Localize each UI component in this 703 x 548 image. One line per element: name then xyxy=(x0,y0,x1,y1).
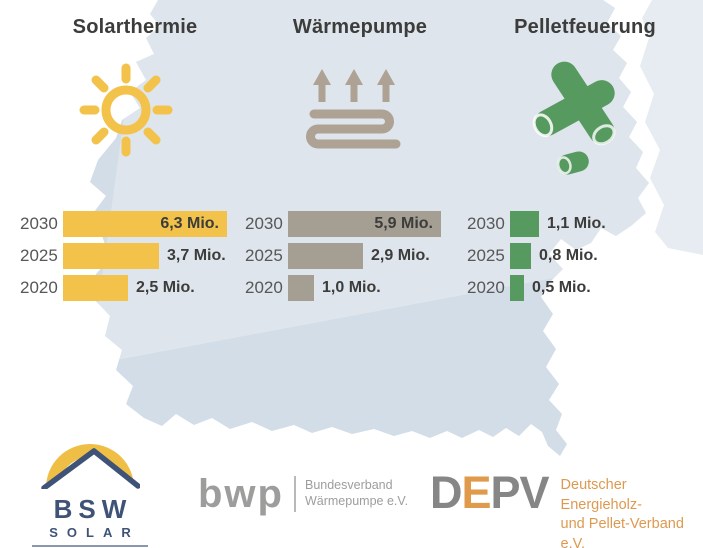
column-header-waermepumpe: Wärmepumpe xyxy=(292,16,428,38)
depv-name-line1: Deutscher Energieholz- xyxy=(560,477,642,513)
depv-logo: DEPV Deutscher Energieholz- und Pellet-V… xyxy=(430,470,703,548)
bsw-wordmark: BSW xyxy=(53,494,133,524)
bar-wp-2030: 5,9 Mio. xyxy=(288,211,441,237)
depv-letter-d: D xyxy=(430,467,462,518)
column-header-pelletfeuerung: Pelletfeuerung xyxy=(514,16,656,38)
chart-waermepumpe: 2030 5,9 Mio. 2025 2,9 Mio. 2020 1,0 Mio… xyxy=(245,211,441,307)
bar-solar-2030: 6,3 Mio. xyxy=(63,211,227,237)
chart-solarthermie: 2030 6,3 Mio. 2025 3,7 Mio. 2020 2,5 Mio… xyxy=(20,211,227,307)
value-label: 1,1 Mio. xyxy=(547,215,606,232)
chart-pelletfeuerung: 2030 1,1 Mio. 2025 0,8 Mio. 2020 0,5 Mio… xyxy=(467,211,606,307)
bar-row-pellet-2030: 2030 1,1 Mio. xyxy=(467,211,606,237)
bsw-solar-logo: BSW SOLAR xyxy=(30,443,150,547)
value-label: 3,7 Mio. xyxy=(167,247,226,264)
year-label: 2025 xyxy=(245,246,283,265)
bar-row-pellet-2020: 2020 0,5 Mio. xyxy=(467,275,606,301)
bwp-name-line2: Wärmepumpe e.V. xyxy=(304,494,409,508)
year-label: 2020 xyxy=(467,278,505,297)
year-label: 2020 xyxy=(245,278,283,297)
bwp-logo: bwp Bundesverband Wärmepumpe e.V. xyxy=(198,472,408,516)
value-label: 5,9 Mio. xyxy=(374,215,433,232)
bar-solar-2025 xyxy=(63,243,159,269)
value-label: 2,9 Mio. xyxy=(371,247,430,264)
bar-pellet-2020 xyxy=(510,275,524,301)
bsw-underline xyxy=(32,545,148,547)
value-label: 6,3 Mio. xyxy=(160,215,219,232)
bwp-wordmark: bwp xyxy=(198,472,284,516)
bwp-name-line1: Bundesverband xyxy=(304,478,393,493)
bar-wp-2025 xyxy=(288,243,363,269)
depv-association-name: Deutscher Energieholz- und Pellet-Verban… xyxy=(561,476,703,548)
bar-row-wp-2020: 2020 1,0 Mio. xyxy=(245,275,441,301)
map-east-light-shape xyxy=(640,0,703,255)
year-label: 2025 xyxy=(467,246,505,265)
pellets-icon xyxy=(532,61,616,175)
year-label: 2030 xyxy=(245,214,283,233)
column-header-solarthermie: Solarthermie xyxy=(72,16,198,38)
map-sheen xyxy=(90,0,649,365)
bar-row-solar-2030: 2030 6,3 Mio. xyxy=(20,211,227,237)
bar-row-solar-2020: 2020 2,5 Mio. xyxy=(20,275,227,301)
bar-solar-2020 xyxy=(63,275,128,301)
year-label: 2030 xyxy=(467,214,505,233)
heatpump-icon xyxy=(306,69,401,149)
bar-wp-2020 xyxy=(288,275,314,301)
bsw-solar-label: SOLAR xyxy=(49,525,140,540)
depv-letter-v: V xyxy=(519,467,550,518)
bar-row-wp-2025: 2025 2,9 Mio. xyxy=(245,243,441,269)
value-label: 0,8 Mio. xyxy=(539,247,598,264)
depv-name-line2: und Pellet-Verband e.V. xyxy=(560,516,684,548)
depv-wordmark: DEPV xyxy=(430,470,550,515)
value-label: 0,5 Mio. xyxy=(532,279,591,296)
value-label: 1,0 Mio. xyxy=(322,279,381,296)
bar-row-pellet-2025: 2025 0,8 Mio. xyxy=(467,243,606,269)
bar-row-wp-2030: 2030 5,9 Mio. xyxy=(245,211,441,237)
bsw-sun-mountain-icon xyxy=(41,444,141,491)
bwp-divider xyxy=(293,476,296,512)
sun-icon xyxy=(79,63,173,157)
year-label: 2020 xyxy=(20,278,58,297)
value-label: 2,5 Mio. xyxy=(136,279,195,296)
depv-letter-p: P xyxy=(490,467,521,518)
year-label: 2030 xyxy=(20,214,58,233)
bwp-association-name: Bundesverband Wärmepumpe e.V. xyxy=(305,478,408,509)
logo-footer: BSW SOLAR bwp Bundesverband Wärmepumpe e… xyxy=(0,440,703,548)
bar-pellet-2025 xyxy=(510,243,531,269)
bar-row-solar-2025: 2025 3,7 Mio. xyxy=(20,243,227,269)
bar-pellet-2030 xyxy=(510,211,539,237)
depv-letter-e: E xyxy=(461,467,492,518)
year-label: 2025 xyxy=(20,246,58,265)
